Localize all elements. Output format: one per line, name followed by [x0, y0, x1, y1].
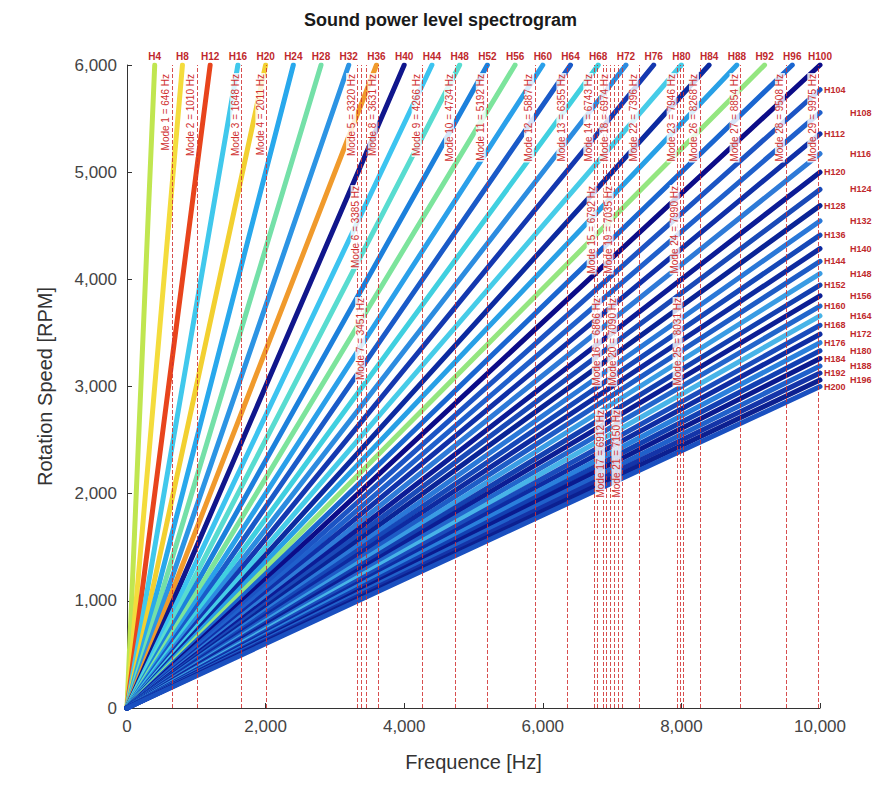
svg-text:Mode 21 = 7150 Hz: Mode 21 = 7150 Hz [611, 410, 622, 498]
svg-text:Mode 25 = 8031 Hz: Mode 25 = 8031 Hz [672, 298, 683, 386]
svg-text:H68: H68 [589, 51, 608, 62]
svg-text:2,000: 2,000 [74, 484, 117, 503]
svg-text:Mode 6 = 3385 Hz: Mode 6 = 3385 Hz [350, 186, 361, 268]
svg-text:3,000: 3,000 [74, 377, 117, 396]
svg-text:H176: H176 [824, 338, 846, 348]
svg-text:Mode 12 = 5887 Hz: Mode 12 = 5887 Hz [523, 74, 534, 162]
svg-text:Mode 17 = 6912 Hz: Mode 17 = 6912 Hz [595, 410, 606, 498]
svg-text:Mode 29 = 9975 Hz: Mode 29 = 9975 Hz [807, 74, 818, 162]
svg-text:2,000: 2,000 [244, 717, 287, 736]
svg-text:H136: H136 [824, 230, 846, 240]
svg-text:H52: H52 [478, 51, 497, 62]
svg-text:10,000: 10,000 [794, 717, 846, 736]
svg-text:Mode 3 = 1648 Hz: Mode 3 = 1648 Hz [230, 74, 241, 156]
svg-text:H92: H92 [755, 51, 774, 62]
svg-text:Mode 15 = 6792 Hz: Mode 15 = 6792 Hz [586, 186, 597, 274]
svg-text:4,000: 4,000 [383, 717, 426, 736]
svg-text:H48: H48 [450, 51, 469, 62]
svg-text:Mode 19 = 7035 Hz: Mode 19 = 7035 Hz [603, 186, 614, 274]
svg-text:H84: H84 [700, 51, 719, 62]
svg-text:H16: H16 [229, 51, 248, 62]
svg-text:Mode 13 = 6355 Hz: Mode 13 = 6355 Hz [556, 74, 567, 162]
svg-text:H192: H192 [824, 368, 846, 378]
svg-text:H80: H80 [672, 51, 691, 62]
svg-text:4,000: 4,000 [74, 270, 117, 289]
svg-text:1,000: 1,000 [74, 591, 117, 610]
svg-text:H172: H172 [850, 329, 872, 339]
svg-text:6,000: 6,000 [74, 56, 117, 75]
svg-text:H148: H148 [850, 269, 872, 279]
svg-text:6,000: 6,000 [522, 717, 565, 736]
svg-text:H196: H196 [850, 375, 872, 385]
svg-text:Mode 18 = 6974 Hz: Mode 18 = 6974 Hz [599, 74, 610, 162]
svg-text:H72: H72 [617, 51, 636, 62]
svg-text:0: 0 [108, 699, 117, 718]
svg-text:H132: H132 [850, 216, 872, 226]
svg-text:H156: H156 [850, 291, 872, 301]
svg-text:Mode 2 = 1010 Hz: Mode 2 = 1010 Hz [185, 74, 196, 156]
svg-text:Mode 4 = 2011 Hz: Mode 4 = 2011 Hz [255, 74, 266, 155]
svg-text:0: 0 [122, 717, 131, 736]
svg-text:H124: H124 [850, 184, 872, 194]
svg-text:H36: H36 [367, 51, 386, 62]
svg-text:H140: H140 [850, 244, 872, 254]
svg-text:H200: H200 [824, 382, 846, 392]
svg-text:H24: H24 [284, 51, 303, 62]
svg-text:Mode 14 = 6743 Hz: Mode 14 = 6743 Hz [583, 74, 594, 162]
svg-text:H88: H88 [728, 51, 747, 62]
svg-text:H28: H28 [312, 51, 331, 62]
svg-text:Frequence [Hz]: Frequence [Hz] [405, 751, 542, 773]
svg-text:H64: H64 [561, 51, 580, 62]
svg-text:H160: H160 [824, 301, 846, 311]
svg-text:Mode 10 = 4734 Hz: Mode 10 = 4734 Hz [444, 74, 455, 162]
svg-text:H184: H184 [824, 354, 846, 364]
svg-text:H180: H180 [850, 346, 872, 356]
svg-text:H120: H120 [824, 167, 846, 177]
svg-text:Mode 23 = 7946 Hz: Mode 23 = 7946 Hz [666, 74, 677, 162]
svg-text:8,000: 8,000 [660, 717, 703, 736]
svg-text:Mode 9 = 4266 Hz: Mode 9 = 4266 Hz [411, 74, 422, 156]
svg-text:H164: H164 [850, 311, 872, 321]
svg-text:Mode 8 = 3631 Hz: Mode 8 = 3631 Hz [367, 74, 378, 156]
svg-text:Rotation Speed [RPM]: Rotation Speed [RPM] [34, 287, 56, 486]
svg-text:Mode 24 = 7990 Hz: Mode 24 = 7990 Hz [669, 186, 680, 274]
svg-text:Mode 11 = 5192 Hz: Mode 11 = 5192 Hz [475, 74, 486, 161]
svg-text:Mode 1 = 646 Hz: Mode 1 = 646 Hz [160, 74, 171, 150]
svg-text:H112: H112 [824, 129, 845, 139]
svg-text:H168: H168 [824, 320, 846, 330]
svg-text:H32: H32 [340, 51, 359, 62]
svg-text:H152: H152 [824, 280, 846, 290]
svg-text:H144: H144 [824, 256, 846, 266]
svg-text:Mode 22 = 7396 Hz: Mode 22 = 7396 Hz [628, 74, 639, 162]
svg-text:H188: H188 [850, 361, 872, 371]
svg-text:H104: H104 [824, 85, 846, 95]
svg-text:Mode 5 = 3320 Hz: Mode 5 = 3320 Hz [346, 74, 357, 156]
svg-text:H100: H100 [808, 51, 832, 62]
svg-text:H76: H76 [645, 51, 664, 62]
svg-text:H60: H60 [534, 51, 553, 62]
svg-text:H96: H96 [783, 51, 802, 62]
svg-text:Mode 26 = 8268 Hz: Mode 26 = 8268 Hz [688, 74, 699, 162]
svg-text:H116: H116 [850, 149, 871, 159]
svg-text:Sound power level spectrogram: Sound power level spectrogram [304, 10, 577, 30]
svg-text:Mode 28 = 9508 Hz: Mode 28 = 9508 Hz [774, 74, 785, 162]
svg-text:H128: H128 [824, 201, 846, 211]
svg-text:Mode 16 = 6866 Hz: Mode 16 = 6866 Hz [591, 298, 602, 386]
svg-text:H12: H12 [201, 51, 220, 62]
svg-text:H4: H4 [148, 51, 161, 62]
svg-text:H8: H8 [176, 51, 189, 62]
svg-text:5,000: 5,000 [74, 163, 117, 182]
svg-text:Mode 7 = 3451 Hz: Mode 7 = 3451 Hz [355, 298, 366, 380]
svg-text:Mode 27 = 8854 Hz: Mode 27 = 8854 Hz [729, 74, 740, 162]
svg-text:Mode 20 = 7090 Hz: Mode 20 = 7090 Hz [607, 298, 618, 386]
svg-text:H40: H40 [395, 51, 414, 62]
svg-text:H56: H56 [506, 51, 525, 62]
svg-text:H20: H20 [256, 51, 275, 62]
svg-text:H108: H108 [850, 108, 872, 118]
svg-text:H44: H44 [423, 51, 442, 62]
